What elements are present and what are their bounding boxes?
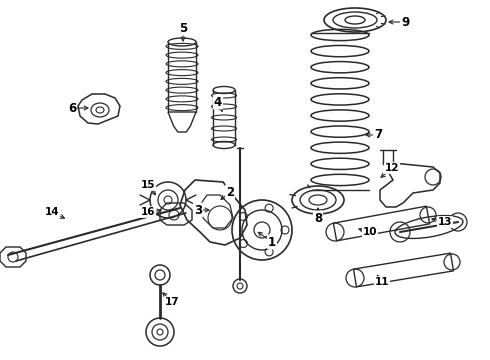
Text: 12: 12 <box>385 163 399 173</box>
Text: 9: 9 <box>401 15 409 28</box>
Text: 10: 10 <box>363 227 377 237</box>
Text: 2: 2 <box>226 185 234 198</box>
Text: 13: 13 <box>438 217 452 227</box>
Text: 15: 15 <box>141 180 155 190</box>
Text: 8: 8 <box>314 211 322 225</box>
Text: 1: 1 <box>268 235 276 248</box>
Text: 17: 17 <box>165 297 179 307</box>
Text: 16: 16 <box>141 207 155 217</box>
Text: 14: 14 <box>45 207 59 217</box>
Text: 7: 7 <box>374 129 382 141</box>
Text: 4: 4 <box>214 95 222 108</box>
Text: 5: 5 <box>179 22 187 35</box>
Text: 3: 3 <box>194 203 202 216</box>
Text: 11: 11 <box>375 277 389 287</box>
Text: 6: 6 <box>68 102 76 114</box>
